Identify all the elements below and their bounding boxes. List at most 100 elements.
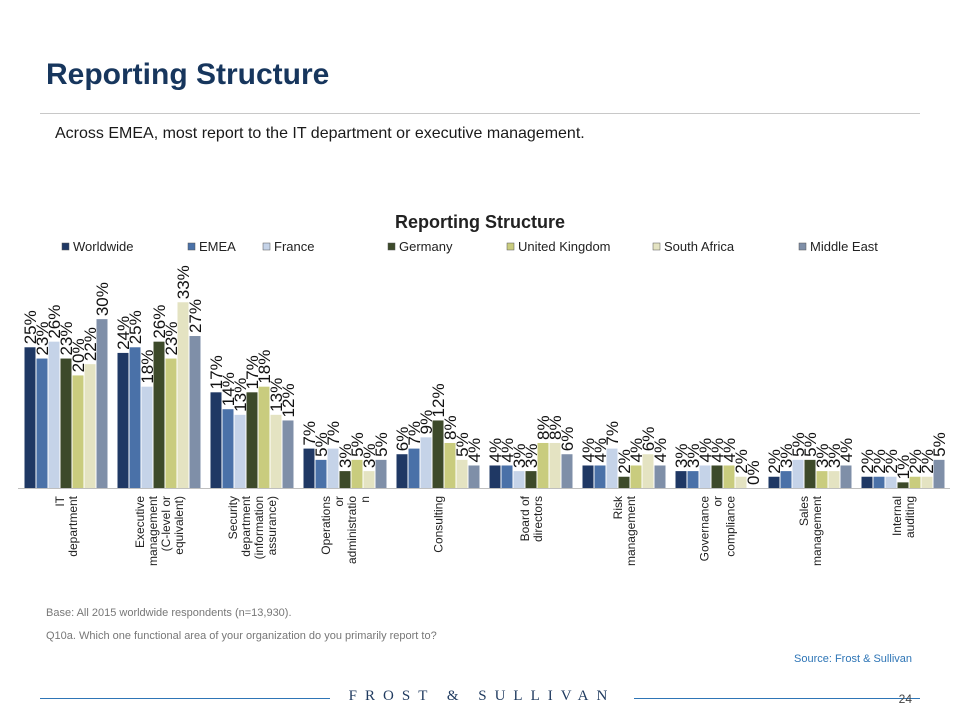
legend-swatch (652, 242, 661, 251)
category-label: compliance (724, 496, 738, 557)
bar-value-label: 3% (825, 444, 844, 469)
bar-value-label: 4% (591, 438, 610, 463)
category-label: Operations (319, 496, 333, 555)
footnote-base: Base: All 2015 worldwide respondents (n=… (46, 607, 292, 619)
legend-swatch (506, 242, 515, 251)
category-label: auditing (903, 496, 917, 538)
bar (489, 465, 501, 488)
bar-value-label: 4% (465, 438, 484, 463)
bar (933, 459, 945, 488)
category-label: (information (252, 496, 266, 559)
category-label: Internal (890, 496, 904, 536)
bar (513, 471, 525, 488)
bar (861, 476, 873, 488)
category-label: Sales (797, 496, 811, 526)
bar (96, 319, 108, 488)
category-label: directors (531, 496, 545, 542)
bar (630, 465, 642, 488)
bar-value-label: 1% (894, 455, 913, 480)
bar (780, 471, 792, 488)
bar (606, 448, 618, 488)
category-label: Board of (518, 495, 532, 541)
bar (432, 420, 444, 488)
bar (792, 459, 804, 488)
source-note: Source: Frost & Sullivan (794, 653, 912, 665)
category-label: or (711, 496, 725, 507)
bar-value-label: 17% (207, 355, 226, 389)
bar (396, 454, 408, 488)
bar-value-label: 2% (615, 449, 634, 474)
category-label: management (146, 495, 160, 566)
bar-value-label: 9% (417, 410, 436, 435)
legend-swatch (262, 242, 271, 251)
bar-value-label: 24% (114, 316, 133, 350)
bar (141, 386, 153, 488)
category-label: IT (53, 495, 67, 506)
bar (84, 364, 96, 488)
bar-value-label: 4% (498, 438, 517, 463)
bar (768, 476, 780, 488)
bar-value-label: 27% (186, 299, 205, 333)
bar-value-label: 18% (138, 350, 157, 384)
bar (315, 459, 327, 488)
bar (327, 448, 339, 488)
bar-value-label: 5% (348, 432, 367, 457)
bar-value-label: 7% (405, 421, 424, 446)
bar-value-label: 23% (57, 322, 76, 356)
title-divider (40, 113, 920, 114)
bar-value-label: 13% (267, 378, 286, 412)
bar (36, 358, 48, 488)
bar-value-label: 26% (150, 305, 169, 339)
bar-value-label: 5% (453, 432, 472, 457)
category-label: or (332, 496, 346, 507)
bar-value-label: 2% (918, 449, 937, 474)
bar (594, 465, 606, 488)
bar (618, 476, 630, 488)
bar-value-label: 4% (579, 438, 598, 463)
bar-value-label: 5% (372, 432, 391, 457)
bar (189, 336, 201, 488)
bar-value-label: 2% (765, 449, 784, 474)
reporting-structure-chart: Reporting Structure Worldwide EMEA France Ge… (18, 212, 950, 566)
bar (129, 347, 141, 488)
bar (873, 476, 885, 488)
bar (24, 347, 36, 488)
bar (840, 465, 852, 488)
bar (501, 465, 513, 488)
category-label: Consulting (432, 496, 446, 553)
bar-value-label: 3% (336, 444, 355, 469)
bar-value-label: 2% (732, 449, 751, 474)
category-label: equivalent) (172, 496, 186, 555)
bar (246, 392, 258, 488)
bar-value-label: 0% (744, 460, 763, 485)
bar (699, 465, 711, 488)
bar (153, 341, 165, 488)
bar (537, 442, 549, 488)
bar-value-label: 5% (312, 432, 331, 457)
bar (48, 341, 60, 488)
bar-value-label: 2% (882, 449, 901, 474)
brand-logo: FROST & SULLIVAN (348, 688, 616, 704)
bar (375, 459, 387, 488)
legend-label: Worldwide (73, 239, 133, 254)
bar (177, 302, 189, 488)
bar (165, 358, 177, 488)
bar-value-label: 3% (510, 444, 529, 469)
bar (282, 420, 294, 488)
bar-value-label: 7% (603, 421, 622, 446)
bar (456, 459, 468, 488)
category-label: management (810, 495, 824, 566)
bar (828, 471, 840, 488)
bar-value-label: 3% (777, 444, 796, 469)
legend-label: Germany (399, 239, 453, 254)
bar (735, 476, 747, 488)
bar-value-label: 13% (231, 378, 250, 412)
legend-swatch (61, 242, 70, 251)
bar (525, 471, 537, 488)
bar (420, 437, 432, 488)
bar (885, 476, 897, 488)
slide-subtitle: Across EMEA, most report to the IT depar… (55, 125, 585, 142)
legend-label: South Africa (664, 239, 735, 254)
footer-rule-left (40, 698, 330, 699)
bar (711, 465, 723, 488)
